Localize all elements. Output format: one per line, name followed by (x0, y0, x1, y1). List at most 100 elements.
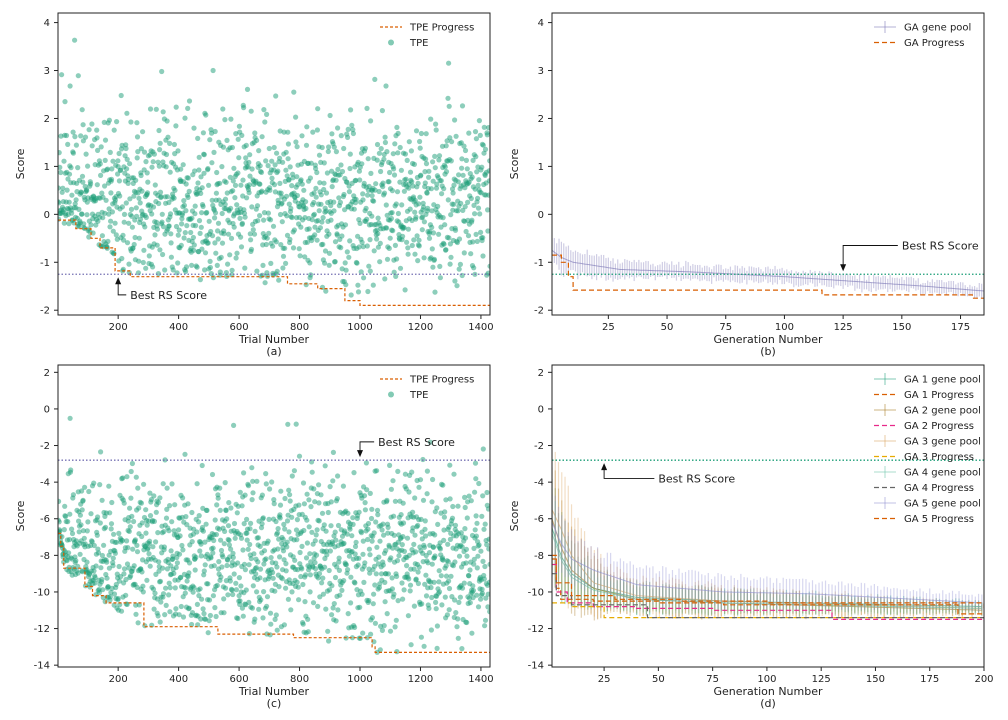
scatter-point (156, 559, 162, 565)
scatter-point (471, 202, 477, 208)
scatter-point (431, 202, 437, 208)
scatter-point (318, 492, 324, 498)
scatter-point (81, 221, 87, 227)
scatter-point (207, 137, 213, 143)
scatter-point (231, 571, 237, 577)
scatter-point (112, 550, 118, 556)
scatter-point (385, 530, 391, 536)
legend-item: GA 5 gene pool (874, 497, 981, 510)
scatter-point (261, 548, 268, 554)
scatter-point (466, 130, 472, 136)
scatter-point (380, 521, 386, 527)
scatter-point (413, 214, 419, 220)
scatter-point (416, 201, 422, 207)
scatter-point (390, 478, 396, 484)
scatter-point (249, 605, 255, 611)
scatter-point (330, 605, 336, 611)
scatter-point (482, 521, 488, 527)
scatter-point (332, 529, 338, 535)
scatter-point (429, 224, 435, 230)
scatter-point (180, 547, 186, 553)
scatter-point (199, 185, 205, 191)
scatter-point (319, 144, 325, 151)
scatter-point (435, 203, 441, 209)
scatter-point (400, 500, 406, 506)
scatter-point (147, 490, 153, 496)
panel-label: (d) (760, 697, 776, 710)
legend-item: GA 4 Progress (874, 483, 974, 494)
scatter-point (289, 589, 295, 595)
scatter-point (264, 603, 270, 609)
x-tick-label: 1000 (347, 674, 372, 685)
scatter-point (256, 148, 262, 154)
legend-label: GA 4 gene pool (904, 468, 981, 479)
scatter-point (442, 509, 448, 515)
scatter-point (297, 253, 303, 259)
scatter-point (312, 499, 318, 505)
scatter-point (396, 553, 402, 559)
scatter-point (290, 245, 297, 251)
scatter-point (423, 131, 429, 137)
scatter-point (357, 635, 363, 641)
scatter-point (391, 166, 397, 172)
scatter-point (367, 237, 373, 243)
scatter-point (322, 260, 328, 266)
scatter-point (302, 599, 308, 605)
legend-label: GA 2 Progress (904, 421, 974, 432)
scatter-point (238, 244, 245, 250)
scatter-point (405, 251, 411, 257)
scatter-point (94, 532, 100, 538)
scatter-point (429, 499, 435, 505)
scatter-point (389, 575, 395, 581)
plot-area-a (58, 37, 490, 306)
scatter-point (482, 563, 488, 570)
scatter-point (58, 519, 62, 525)
scatter-point (323, 288, 329, 294)
scatter-point (151, 606, 157, 612)
scatter-point (339, 168, 346, 175)
scatter-series-tpe (58, 415, 490, 655)
scatter-point (182, 451, 188, 457)
y-tick-label: 2 (538, 368, 544, 379)
scatter-point (267, 610, 274, 616)
scatter-point (398, 167, 404, 173)
scatter-point (211, 149, 217, 155)
y-tick-label: 1 (538, 162, 544, 173)
scatter-point (119, 537, 125, 544)
scatter-point (159, 68, 165, 75)
scatter-point (111, 591, 118, 597)
y-tick-label: 0 (44, 210, 50, 221)
scatter-point (289, 183, 295, 189)
x-tick-label: 600 (230, 674, 249, 685)
scatter-point (171, 528, 177, 534)
scatter-point (179, 542, 185, 549)
scatter-point (244, 516, 250, 523)
scatter-point (117, 193, 123, 199)
scatter-point (156, 200, 162, 207)
scatter-point (381, 623, 387, 629)
scatter-point (419, 601, 425, 607)
x-tick-label: 175 (951, 322, 970, 333)
scatter-point (233, 587, 239, 593)
scatter-point (366, 566, 372, 572)
scatter-point (172, 585, 178, 591)
scatter-point (79, 211, 85, 217)
scatter-point (381, 532, 387, 538)
scatter-point (94, 127, 100, 133)
scatter-point (195, 135, 201, 141)
scatter-point (326, 144, 332, 150)
scatter-point (355, 289, 362, 295)
scatter-point (394, 189, 401, 195)
scatter-point (183, 268, 189, 274)
legend-item: GA 4 gene pool (874, 466, 981, 479)
scatter-point (487, 158, 490, 164)
scatter-point (480, 253, 486, 259)
scatter-point (401, 587, 407, 593)
scatter-point (80, 528, 86, 534)
scatter-point (287, 492, 293, 498)
scatter-point (287, 498, 293, 504)
scatter-point (407, 206, 413, 212)
scatter-point (374, 468, 380, 474)
scatter-point (402, 151, 408, 157)
scatter-point (462, 526, 468, 532)
